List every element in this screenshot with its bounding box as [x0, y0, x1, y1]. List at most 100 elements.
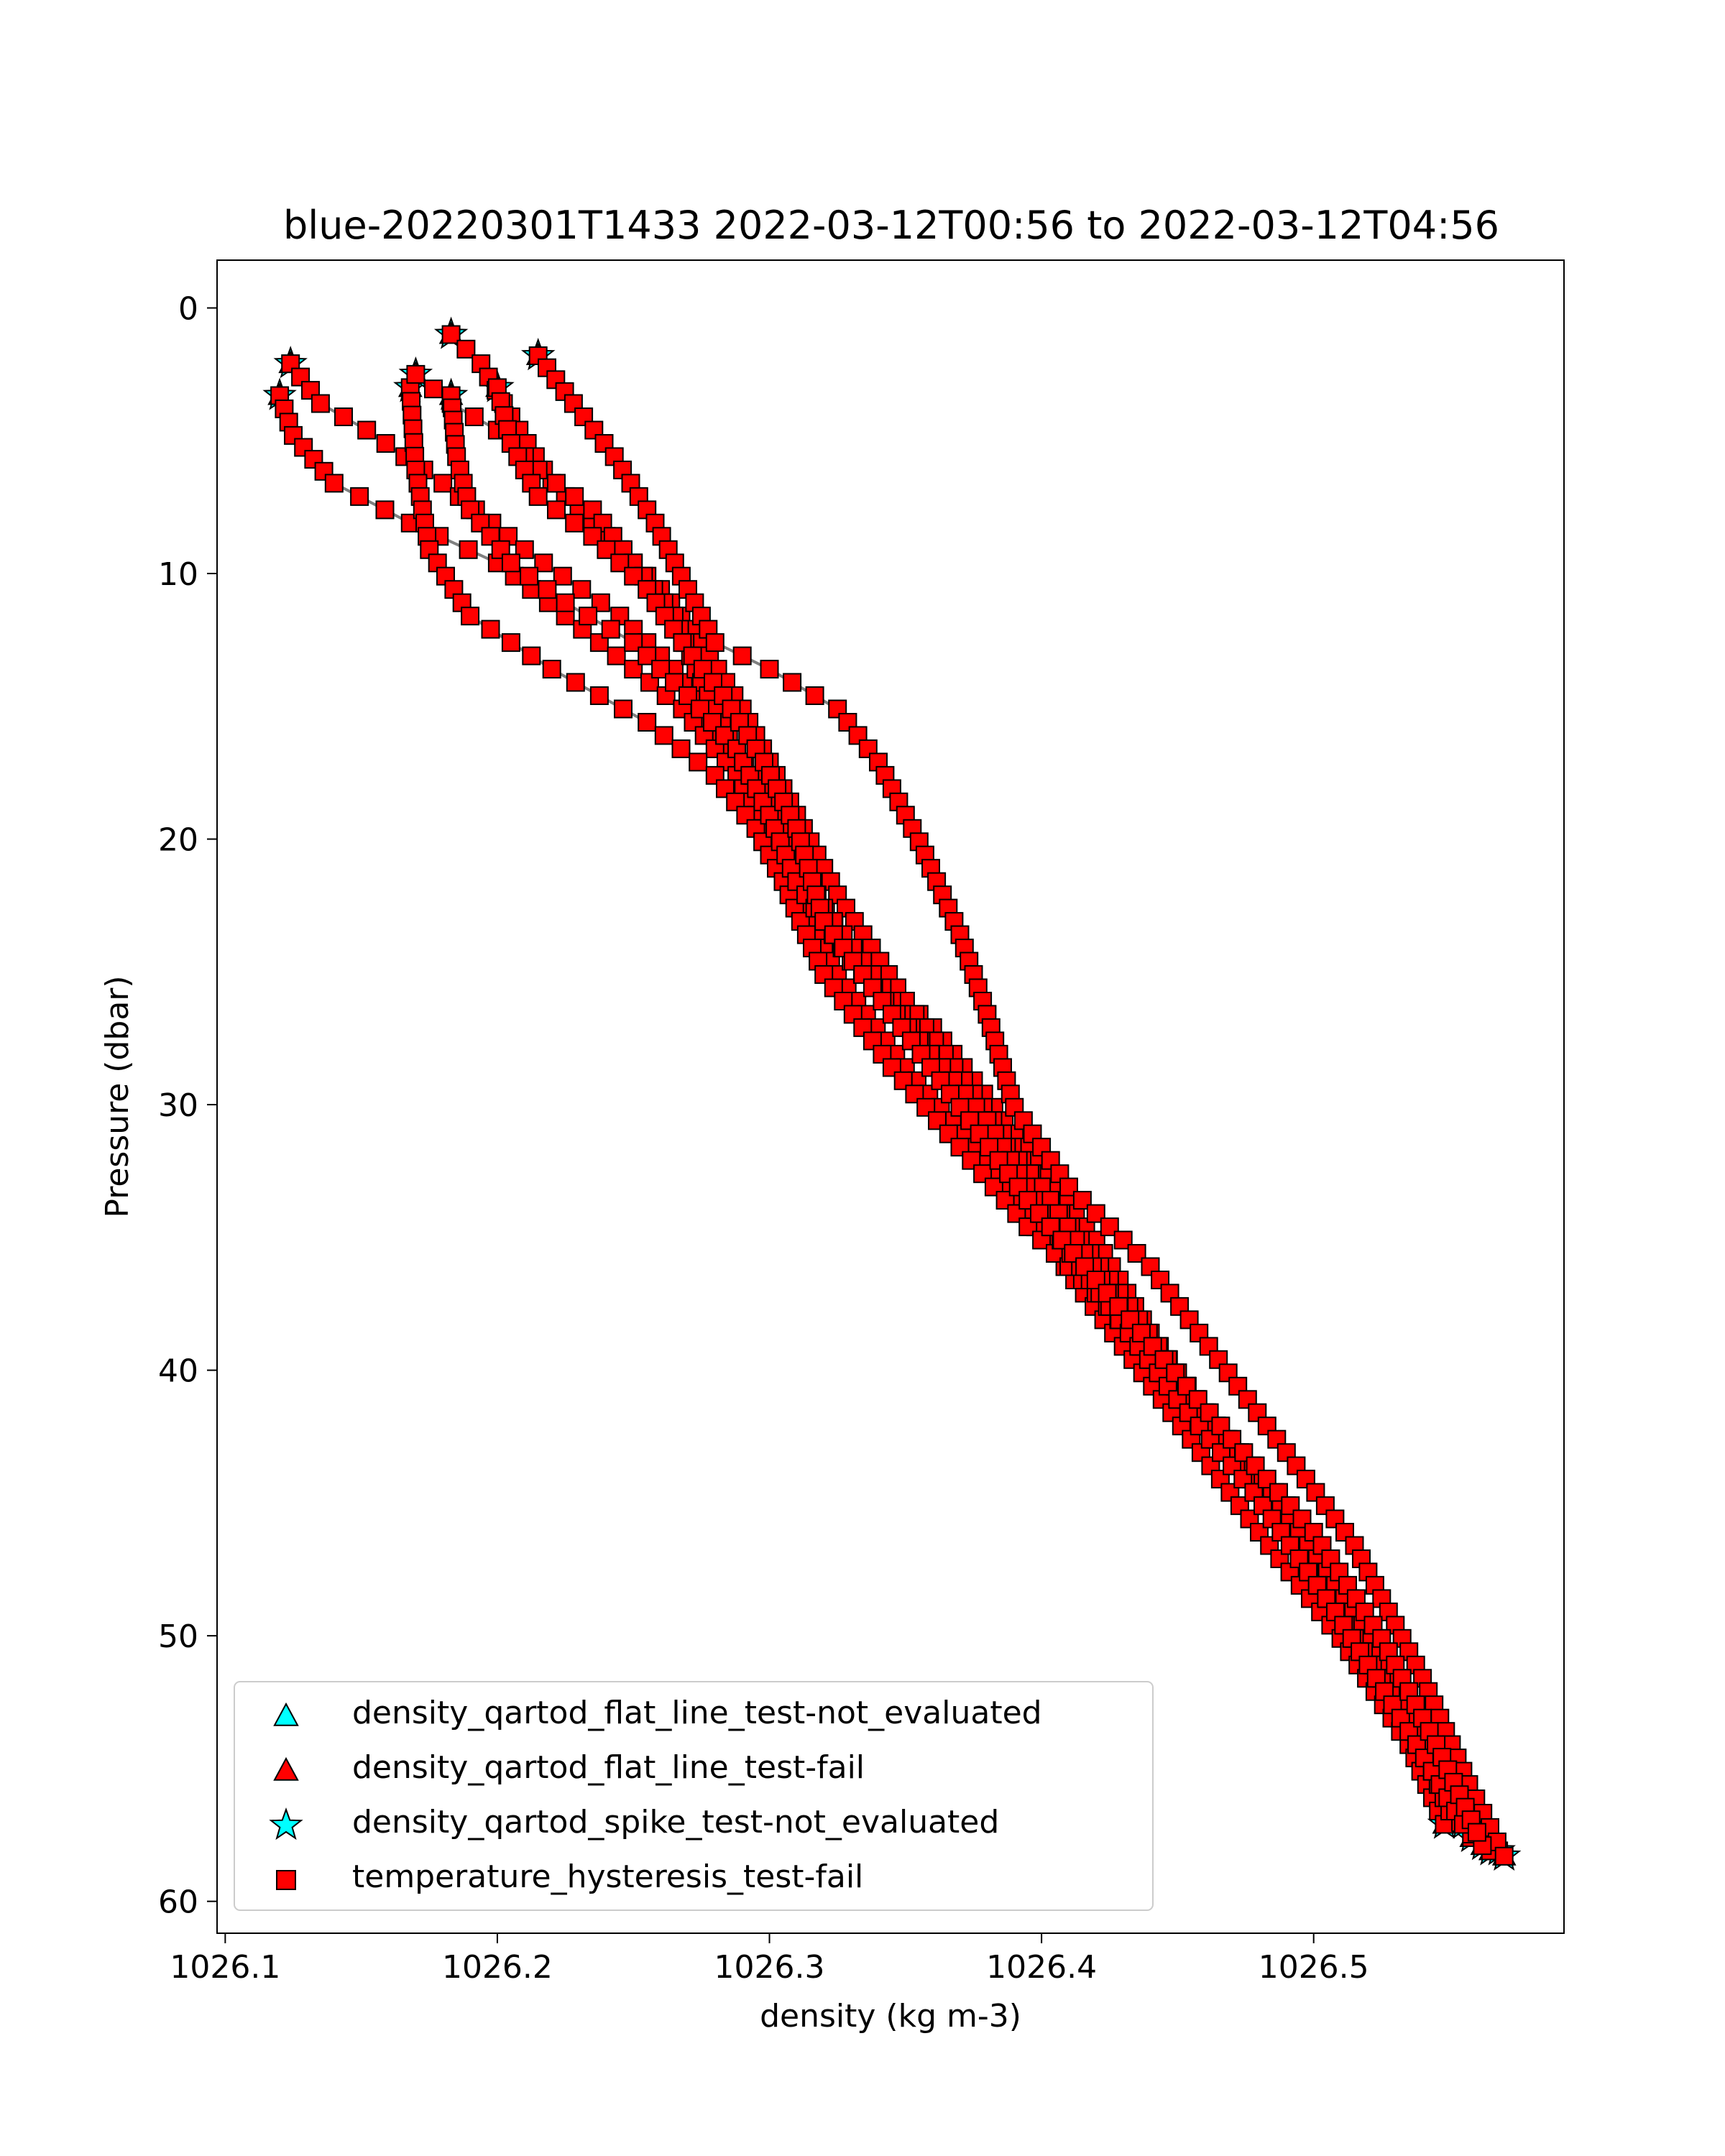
- hysteresis-fail-square: [601, 619, 620, 639]
- hysteresis-fail-square: [547, 474, 566, 493]
- hysteresis-fail-square: [565, 513, 584, 533]
- x-axis-label: density (kg m-3): [760, 1998, 1021, 2035]
- data-layer: [262, 316, 1522, 1871]
- profile-lines: [278, 333, 1506, 1857]
- hysteresis-fail-square: [805, 686, 824, 705]
- plot-frame: [216, 259, 1565, 1934]
- data-markers: [262, 316, 1522, 1871]
- hysteresis-fail-square: [553, 566, 572, 586]
- hysteresis-fail-square: [556, 593, 575, 612]
- hysteresis-fail-square: [324, 474, 344, 493]
- hysteresis-fail-square: [501, 553, 520, 573]
- x-tick-label: 1026.2: [442, 1949, 553, 1986]
- hysteresis-fail-square: [1276, 1443, 1296, 1462]
- profile-line: [289, 362, 1500, 1852]
- hysteresis-fail-square: [1052, 1230, 1072, 1250]
- y-tick-label: 10: [158, 556, 198, 593]
- hysteresis-fail-square: [314, 461, 334, 481]
- hysteresis-fail-square: [1141, 1257, 1160, 1276]
- y-tick-label: 20: [158, 822, 198, 859]
- legend-label-spike-not-evaluated: density_qartod_spike_test-not_evaluated: [352, 1804, 999, 1841]
- hysteresis-fail-square: [406, 364, 426, 384]
- hysteresis-fail-square: [783, 673, 802, 692]
- hysteresis-fail-square: [704, 673, 722, 692]
- legend-symbol-triangle: [273, 1702, 299, 1726]
- hysteresis-fail-square: [1170, 1296, 1190, 1316]
- hysteresis-fail-square: [547, 500, 566, 520]
- hysteresis-fail-square: [464, 407, 484, 426]
- hysteresis-fail-square: [459, 540, 478, 559]
- hysteresis-fail-square: [565, 487, 584, 506]
- y-tick-label: 0: [178, 291, 198, 328]
- y-tick-label: 40: [158, 1353, 198, 1390]
- hysteresis-fail-square: [921, 1058, 940, 1077]
- hysteresis-fail-square: [1234, 1443, 1254, 1462]
- hysteresis-fail-square: [375, 500, 395, 520]
- y-axis-label: Pressure (dbar): [99, 975, 136, 1217]
- hysteresis-fail-square: [1075, 1257, 1095, 1276]
- legend-symbols: [269, 1702, 303, 1890]
- hysteresis-fail-square: [542, 660, 561, 679]
- hysteresis-fail-square: [614, 699, 632, 719]
- x-tick-label: 1026.4: [986, 1949, 1097, 1986]
- hysteresis-fail-square: [334, 407, 353, 426]
- legend-label-hysteresis-fail: temperature_hysteresis_test-fail: [352, 1858, 863, 1895]
- hysteresis-fail-square: [1494, 1846, 1514, 1866]
- hysteresis-fail-square: [607, 646, 626, 665]
- hysteresis-fail-square: [579, 607, 598, 626]
- hysteresis-fail-square: [638, 713, 657, 732]
- hysteresis-fail-square: [760, 660, 779, 679]
- hysteresis-fail-square: [1199, 1337, 1218, 1356]
- hysteresis-fail-square: [901, 1031, 921, 1051]
- hysteresis-fail-square: [1018, 1217, 1038, 1237]
- hysteresis-fail-square: [291, 367, 310, 387]
- hysteresis-fail-square: [424, 379, 443, 399]
- hysteresis-fail-square: [501, 633, 520, 653]
- hysteresis-fail-square: [572, 580, 592, 599]
- hysteresis-fail-square: [1257, 1416, 1276, 1436]
- hysteresis-fail-square: [357, 420, 377, 440]
- hysteresis-fail-square: [1267, 1429, 1287, 1449]
- legend-symbol-star: [269, 1807, 303, 1841]
- y-axis: 0 10 20 30 40 50 60: [158, 291, 217, 1921]
- hysteresis-fail-square: [1325, 1509, 1345, 1529]
- legend-box: [234, 1681, 1154, 1911]
- hysteresis-fail-square: [522, 646, 541, 665]
- legend-symbol-square: [276, 1870, 296, 1890]
- hysteresis-fail-square: [950, 1138, 970, 1157]
- x-tick-label: 1026.5: [1259, 1949, 1369, 1986]
- hysteresis-fail-square: [310, 394, 330, 413]
- hysteresis-fail-square: [673, 633, 692, 653]
- x-axis: 1026.1 1026.2 1026.3 1026.4 1026.5: [170, 1933, 1369, 1986]
- y-tick-label: 30: [158, 1087, 198, 1124]
- y-tick-label: 60: [158, 1884, 198, 1921]
- hysteresis-fail-square: [671, 739, 691, 758]
- hysteresis-fail-square: [350, 487, 369, 506]
- hysteresis-fail-square: [1154, 1350, 1174, 1369]
- hysteresis-fail-square: [461, 607, 480, 626]
- hysteresis-fail-square: [705, 633, 724, 653]
- legend-label-flat-line-not-evaluated: density_qartod_flat_line_test-not_evalua…: [352, 1695, 1042, 1731]
- hysteresis-fail-square: [538, 580, 557, 599]
- hysteresis-fail-square: [732, 646, 752, 665]
- hysteresis-fail-square: [566, 673, 585, 692]
- legend-symbol-triangle: [273, 1756, 299, 1781]
- legend: density_qartod_flat_line_test-not_evalua…: [234, 1681, 1154, 1911]
- hysteresis-fail-square: [433, 474, 453, 493]
- hysteresis-fail-square: [528, 487, 548, 506]
- hysteresis-fail-square: [376, 434, 395, 453]
- hysteresis-fail-square: [520, 566, 539, 586]
- y-tick-label: 50: [158, 1618, 198, 1655]
- x-tick-label: 1026.1: [170, 1949, 280, 1986]
- hysteresis-fail-square: [689, 752, 708, 772]
- hysteresis-fail-square: [824, 978, 843, 998]
- legend-label-flat-line-fail: density_qartod_flat_line_test-fail: [352, 1749, 865, 1786]
- hysteresis-fail-square: [481, 619, 500, 639]
- x-tick-label: 1026.3: [714, 1949, 825, 1986]
- hysteresis-fail-square: [1143, 1337, 1162, 1356]
- hysteresis-fail-square: [589, 686, 609, 705]
- chart-title: blue-20220301T1433 2022-03-12T00:56 to 2…: [283, 203, 1499, 248]
- hysteresis-fail-square: [1467, 1823, 1486, 1842]
- hysteresis-fail-square: [654, 726, 673, 745]
